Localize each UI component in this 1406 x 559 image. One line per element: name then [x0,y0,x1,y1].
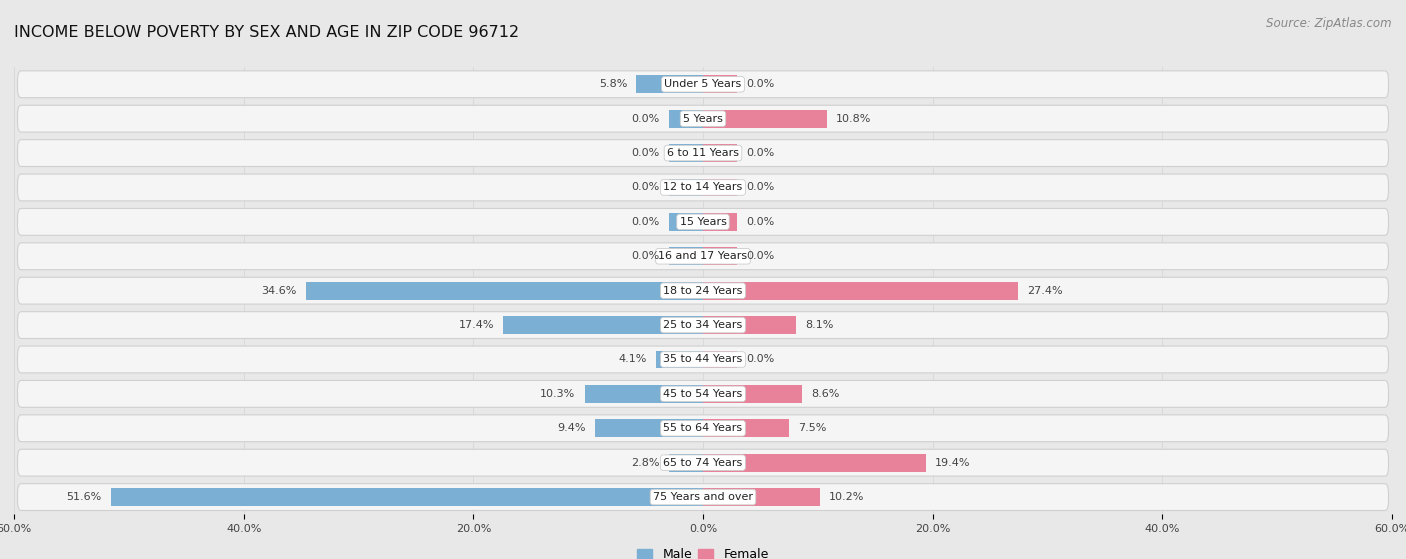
Bar [703,282,1018,300]
Text: 35 to 44 Years: 35 to 44 Years [664,354,742,364]
Bar [669,178,703,196]
Text: 16 and 17 Years: 16 and 17 Years [658,252,748,261]
Bar [703,316,796,334]
Text: 17.4%: 17.4% [458,320,494,330]
Bar [585,385,703,403]
FancyBboxPatch shape [17,71,1389,98]
Bar [595,419,703,437]
Bar [703,350,738,368]
Bar [305,282,703,300]
Text: 18 to 24 Years: 18 to 24 Years [664,286,742,296]
Text: 12 to 14 Years: 12 to 14 Years [664,182,742,192]
Text: 5.8%: 5.8% [599,79,627,89]
Bar [703,419,789,437]
Text: 65 to 74 Years: 65 to 74 Years [664,458,742,468]
Bar [657,350,703,368]
Text: 0.0%: 0.0% [747,79,775,89]
Bar [669,110,703,127]
Text: 10.2%: 10.2% [830,492,865,502]
FancyBboxPatch shape [17,381,1389,408]
Bar [503,316,703,334]
FancyBboxPatch shape [17,312,1389,339]
Bar [669,144,703,162]
Bar [703,213,738,231]
Text: 0.0%: 0.0% [631,182,659,192]
Text: 0.0%: 0.0% [747,354,775,364]
Text: 2.8%: 2.8% [631,458,659,468]
Text: 0.0%: 0.0% [747,148,775,158]
Text: 8.6%: 8.6% [811,389,839,399]
Bar [703,75,738,93]
Bar [703,454,925,472]
FancyBboxPatch shape [17,484,1389,510]
Text: 0.0%: 0.0% [747,217,775,227]
FancyBboxPatch shape [17,277,1389,304]
Text: 9.4%: 9.4% [557,423,586,433]
FancyBboxPatch shape [17,449,1389,476]
Text: 0.0%: 0.0% [747,182,775,192]
Text: 10.3%: 10.3% [540,389,575,399]
Text: 55 to 64 Years: 55 to 64 Years [664,423,742,433]
Text: 15 Years: 15 Years [679,217,727,227]
FancyBboxPatch shape [17,415,1389,442]
Text: 0.0%: 0.0% [631,148,659,158]
Bar [637,75,703,93]
Bar [703,247,738,265]
Text: 0.0%: 0.0% [747,252,775,261]
Text: 19.4%: 19.4% [935,458,970,468]
Text: 0.0%: 0.0% [631,113,659,124]
Text: 10.8%: 10.8% [837,113,872,124]
FancyBboxPatch shape [17,174,1389,201]
Text: INCOME BELOW POVERTY BY SEX AND AGE IN ZIP CODE 96712: INCOME BELOW POVERTY BY SEX AND AGE IN Z… [14,25,519,40]
Text: 45 to 54 Years: 45 to 54 Years [664,389,742,399]
Text: 8.1%: 8.1% [806,320,834,330]
Bar [703,488,820,506]
Text: 0.0%: 0.0% [631,217,659,227]
FancyBboxPatch shape [17,140,1389,167]
Bar [111,488,703,506]
Bar [703,178,738,196]
Legend: Male, Female: Male, Female [633,543,773,559]
Bar [703,110,827,127]
Bar [669,213,703,231]
Text: 4.1%: 4.1% [619,354,647,364]
FancyBboxPatch shape [17,243,1389,269]
Text: 34.6%: 34.6% [262,286,297,296]
Text: Source: ZipAtlas.com: Source: ZipAtlas.com [1267,17,1392,30]
Bar [703,385,801,403]
Bar [703,144,738,162]
Bar [669,247,703,265]
Text: 5 Years: 5 Years [683,113,723,124]
Text: 6 to 11 Years: 6 to 11 Years [666,148,740,158]
Text: 51.6%: 51.6% [66,492,101,502]
Text: 7.5%: 7.5% [799,423,827,433]
Bar [669,454,703,472]
Text: Under 5 Years: Under 5 Years [665,79,741,89]
Text: 75 Years and over: 75 Years and over [652,492,754,502]
FancyBboxPatch shape [17,105,1389,132]
FancyBboxPatch shape [17,346,1389,373]
Text: 27.4%: 27.4% [1026,286,1063,296]
FancyBboxPatch shape [17,209,1389,235]
Text: 0.0%: 0.0% [631,252,659,261]
Text: 25 to 34 Years: 25 to 34 Years [664,320,742,330]
